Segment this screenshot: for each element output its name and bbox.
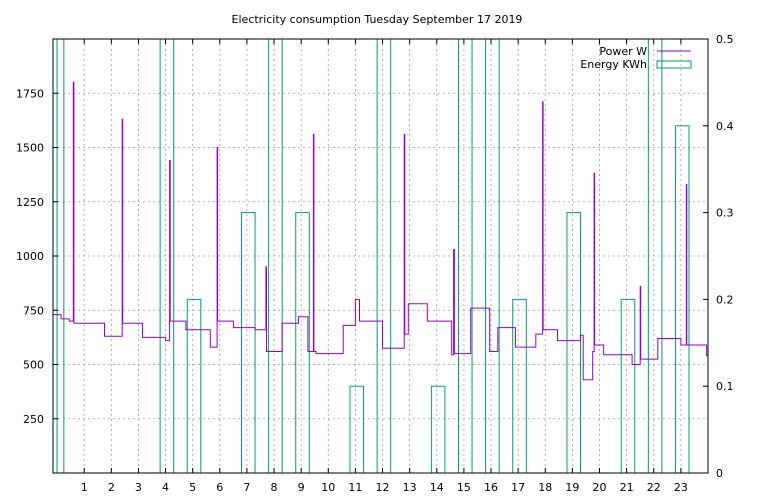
x-tick-label: 17 xyxy=(511,481,525,494)
x-tick-label: 16 xyxy=(484,481,498,494)
y-tick-label: 500 xyxy=(23,359,44,372)
x-tick-label: 7 xyxy=(243,481,250,494)
energy-bar xyxy=(349,385,365,474)
y2-tick-label: 0.3 xyxy=(716,207,734,220)
axes: 1 2 3 4 5 6 7 8 9 10 11 12 13 14 15 16 17 18 19 20 21 22 23250… xyxy=(16,33,734,494)
legend-label-energy: Energy KWh xyxy=(580,58,647,71)
x-tick-label: 15 xyxy=(457,481,471,494)
y-tick-label: 1250 xyxy=(16,196,44,209)
x-tick-label: 18 xyxy=(538,481,552,494)
power-series xyxy=(53,81,708,381)
grid xyxy=(53,39,708,473)
x-tick-label: 3 xyxy=(135,481,142,494)
x-tick-label: 11 xyxy=(348,481,362,494)
energy-bar xyxy=(457,38,473,474)
x-tick-label: 21 xyxy=(620,481,634,494)
energy-bar xyxy=(566,212,582,474)
energy-bar xyxy=(159,38,175,474)
energy-bar xyxy=(268,38,283,474)
x-tick-label: 14 xyxy=(430,481,444,494)
energy-bar xyxy=(620,298,636,474)
x-tick-label: 23 xyxy=(674,481,688,494)
x-tick-label: 8 xyxy=(271,481,278,494)
chart-title: Electricity consumption Tuesday Septembe… xyxy=(232,13,523,26)
legend: Power W Energy KWh xyxy=(580,45,692,71)
y-tick-label: 1500 xyxy=(16,142,44,155)
x-tick-label: 1 xyxy=(81,481,88,494)
energy-bar xyxy=(485,38,500,474)
y-tick-label: 750 xyxy=(23,304,44,317)
legend-swatch-energy xyxy=(656,60,692,69)
x-tick-label: 2 xyxy=(108,481,115,494)
x-tick-label: 20 xyxy=(593,481,607,494)
y2-tick-label: 0.5 xyxy=(716,33,734,46)
y2-tick-label: 0.4 xyxy=(716,120,734,133)
power-line xyxy=(53,81,708,381)
y2-tick-label: 0 xyxy=(716,467,723,480)
x-tick-label: 10 xyxy=(321,481,335,494)
energy-bar xyxy=(240,212,256,474)
energy-bar xyxy=(186,298,202,474)
x-tick-label: 5 xyxy=(189,481,196,494)
y2-tick-label: 0.1 xyxy=(716,380,734,393)
energy-bar xyxy=(430,385,446,474)
x-tick-label: 6 xyxy=(216,481,223,494)
x-tick-label: 4 xyxy=(162,481,169,494)
x-tick-label: 9 xyxy=(298,481,305,494)
y-tick-label: 1750 xyxy=(16,87,44,100)
energy-bar xyxy=(512,298,527,474)
x-tick-label: 13 xyxy=(403,481,417,494)
legend-label-power: Power W xyxy=(599,45,647,58)
x-tick-label: 12 xyxy=(376,481,390,494)
x-tick-label: 19 xyxy=(565,481,579,494)
energy-bar xyxy=(295,212,310,474)
y-tick-label: 250 xyxy=(23,413,44,426)
y-tick-label: 1000 xyxy=(16,250,44,263)
x-tick-label: 22 xyxy=(647,481,661,494)
y2-tick-label: 0.2 xyxy=(716,293,734,306)
